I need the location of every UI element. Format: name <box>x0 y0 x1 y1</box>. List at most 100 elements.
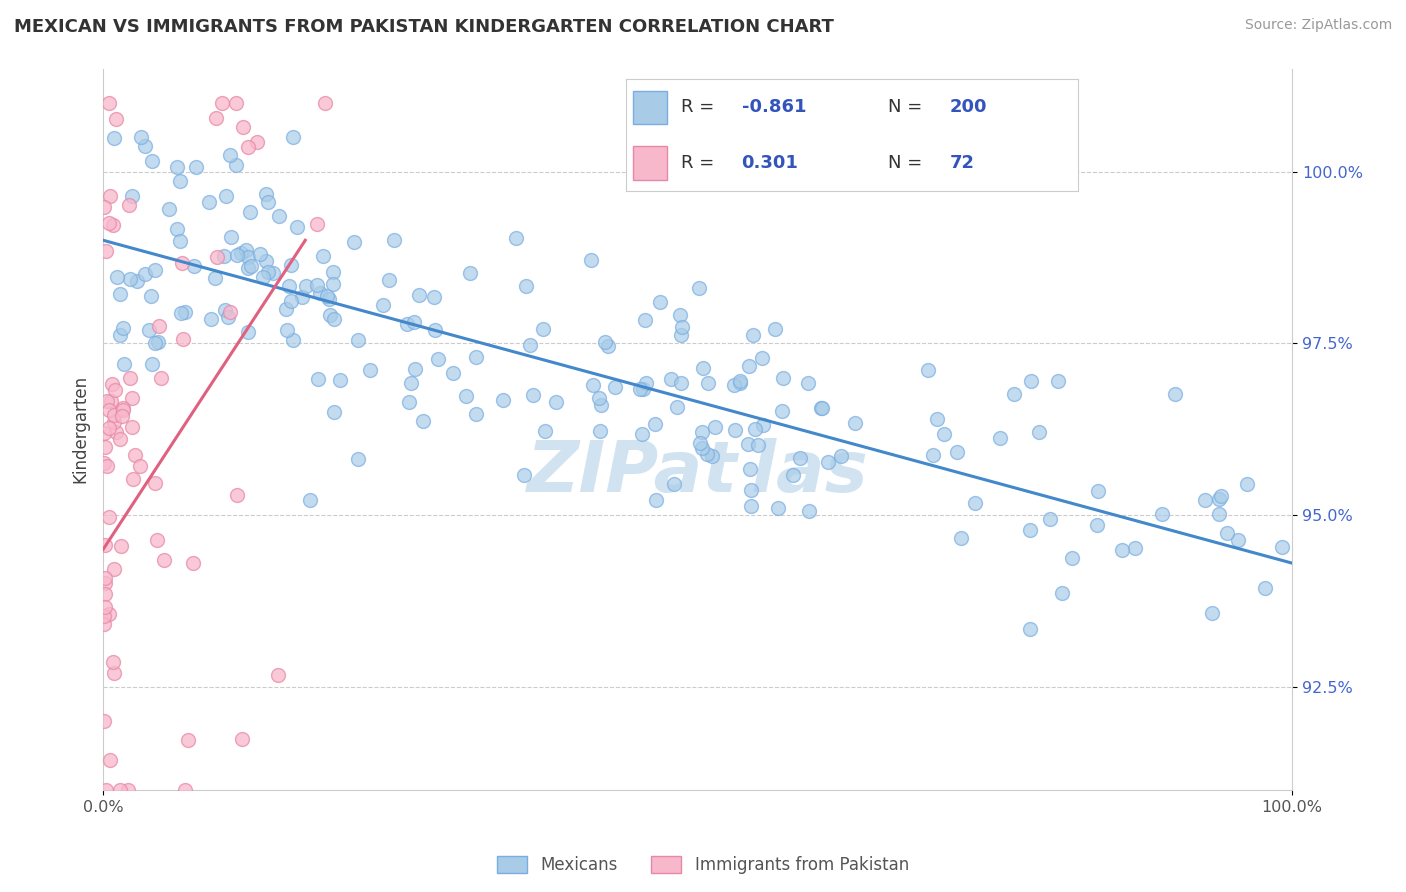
Point <box>492 392 515 407</box>
Point <box>112 358 135 372</box>
Point <box>522 388 544 402</box>
Point <box>298 492 321 507</box>
Point <box>232 120 254 135</box>
Point <box>1208 492 1230 507</box>
Point <box>316 289 339 303</box>
Point <box>103 655 125 669</box>
Point <box>169 234 191 248</box>
Point <box>138 323 160 337</box>
Point <box>267 667 290 681</box>
Point <box>1271 540 1294 554</box>
Point <box>103 562 125 576</box>
Point <box>93 456 115 470</box>
Point <box>740 499 762 513</box>
Point <box>98 95 121 110</box>
Point <box>105 269 128 284</box>
Point <box>166 161 188 175</box>
Point <box>238 325 260 339</box>
Point <box>172 332 194 346</box>
Point <box>97 402 120 417</box>
Point <box>112 401 135 415</box>
Point <box>689 435 711 450</box>
Point <box>628 382 651 396</box>
Point <box>239 204 262 219</box>
Point <box>515 279 537 293</box>
Point <box>636 376 658 390</box>
Point <box>329 373 352 387</box>
Point <box>605 379 627 393</box>
Point <box>157 202 180 216</box>
Point <box>103 219 125 233</box>
Point <box>347 333 370 347</box>
Point <box>93 200 115 214</box>
Point <box>796 376 818 390</box>
Point <box>1002 387 1025 401</box>
Point <box>93 538 115 552</box>
Point <box>922 448 945 462</box>
Point <box>226 488 249 502</box>
Point <box>724 424 747 438</box>
Point <box>404 362 426 376</box>
Point <box>281 130 304 145</box>
Point <box>121 472 143 486</box>
Point <box>454 389 477 403</box>
Point <box>262 266 284 280</box>
Point <box>648 295 671 310</box>
Point <box>703 420 725 434</box>
Point <box>184 161 207 175</box>
Point <box>581 377 603 392</box>
Point <box>544 395 567 409</box>
Point <box>280 258 302 272</box>
Point <box>117 782 139 797</box>
Point <box>218 148 240 162</box>
Point <box>752 417 775 432</box>
Point <box>465 407 488 421</box>
Point <box>664 477 686 491</box>
Point <box>669 308 692 322</box>
Point <box>927 411 949 425</box>
Point <box>458 266 481 280</box>
Point <box>399 376 422 391</box>
Point <box>108 782 131 797</box>
Point <box>1085 518 1108 533</box>
Point <box>231 731 253 746</box>
Point <box>110 540 132 554</box>
Point <box>692 441 714 455</box>
Point <box>305 277 328 292</box>
Point <box>579 252 602 267</box>
Point <box>93 616 115 631</box>
Point <box>212 249 235 263</box>
Point <box>728 374 751 388</box>
Point <box>111 409 134 423</box>
Point <box>423 290 446 304</box>
Point <box>94 782 117 797</box>
Point <box>312 249 335 263</box>
Point <box>94 440 117 454</box>
Point <box>1201 606 1223 620</box>
Point <box>634 313 657 327</box>
Point <box>246 135 269 149</box>
Point <box>404 315 426 329</box>
Point <box>176 732 198 747</box>
Point <box>763 321 786 335</box>
Point <box>644 492 666 507</box>
Point <box>219 230 242 244</box>
Text: MEXICAN VS IMMIGRANTS FROM PAKISTAN KINDERGARTEN CORRELATION CHART: MEXICAN VS IMMIGRANTS FROM PAKISTAN KIND… <box>14 18 834 36</box>
Point <box>945 445 967 459</box>
Point <box>441 366 464 380</box>
Point <box>236 261 259 276</box>
Point <box>741 328 763 343</box>
Point <box>1087 483 1109 498</box>
Point <box>129 458 152 473</box>
Point <box>669 376 692 391</box>
Point <box>782 467 804 482</box>
Point <box>229 246 252 260</box>
Y-axis label: Kindergarten: Kindergarten <box>72 376 89 483</box>
Point <box>291 290 314 304</box>
Point <box>378 273 401 287</box>
Point <box>688 280 710 294</box>
Point <box>631 427 654 442</box>
Point <box>235 243 257 257</box>
Point <box>395 317 418 331</box>
Point <box>98 607 121 621</box>
